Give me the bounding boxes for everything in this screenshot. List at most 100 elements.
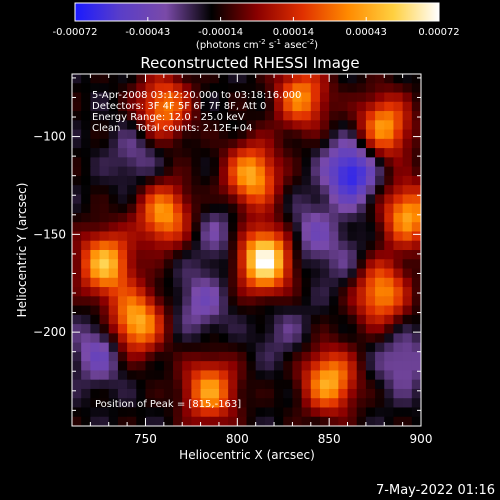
heatmap-cell — [99, 398, 110, 409]
heatmap-cell — [384, 250, 395, 260]
heatmap-cell — [255, 287, 266, 297]
heatmap-cell — [200, 333, 211, 344]
heatmap-cell — [209, 120, 220, 131]
heatmap-cell — [191, 351, 202, 362]
heatmap-cell — [402, 231, 413, 242]
heatmap-cell — [264, 407, 275, 418]
heatmap-cell — [163, 111, 174, 121]
heatmap-cell — [182, 83, 192, 94]
heatmap-cell — [99, 194, 110, 205]
heatmap-cell — [182, 212, 192, 223]
heatmap-cell — [264, 138, 275, 149]
heatmap-cell — [72, 342, 82, 353]
heatmap-cell — [136, 379, 147, 390]
heatmap-cell — [90, 111, 101, 121]
heatmap-cell — [356, 138, 367, 149]
heatmap-cell — [209, 240, 220, 251]
heatmap-cell — [411, 370, 421, 381]
heatmap-cell — [72, 129, 82, 140]
heatmap-cell — [338, 416, 349, 426]
heatmap-cell — [274, 138, 284, 149]
heatmap-cell — [393, 92, 404, 103]
heatmap-cell — [347, 83, 358, 94]
heatmap-cell — [393, 222, 404, 233]
heatmap-cell — [99, 250, 110, 260]
heatmap-cell — [127, 268, 137, 279]
heatmap-cell — [81, 222, 91, 233]
heatmap-cell — [283, 333, 294, 344]
heatmap-cell — [154, 175, 165, 186]
heatmap-cell — [365, 287, 376, 297]
heatmap-cell — [384, 305, 395, 316]
heatmap-cell — [218, 268, 229, 279]
heatmap-cell — [90, 194, 101, 205]
heatmap-cell — [310, 92, 321, 103]
heatmap-cell — [301, 212, 312, 223]
heatmap-cell — [375, 314, 385, 325]
heatmap-cell — [329, 129, 339, 140]
heatmap-cell — [310, 175, 321, 186]
heatmap-cell — [237, 240, 248, 251]
heatmap-cell — [218, 194, 229, 205]
heatmap-cell — [283, 111, 294, 121]
heatmap-cell — [411, 111, 421, 121]
heatmap-cell — [255, 268, 266, 279]
heatmap-cell — [117, 268, 128, 279]
heatmap-cell — [108, 398, 119, 409]
heatmap-cell — [145, 351, 156, 362]
heatmap-cell — [182, 175, 192, 186]
heatmap-cell — [191, 240, 202, 251]
heatmap-cell — [136, 111, 147, 121]
heatmap-cell — [375, 370, 385, 381]
heatmap-cell — [411, 222, 421, 233]
heatmap-cell — [200, 101, 211, 112]
heatmap-cell — [274, 324, 284, 334]
heatmap-cell — [99, 231, 110, 242]
heatmap-cell — [402, 287, 413, 297]
heatmap-cell — [145, 166, 156, 177]
heatmap-cell — [402, 83, 413, 94]
heatmap-cell — [72, 83, 82, 94]
heatmap-cell — [301, 370, 312, 381]
heatmap-cell — [127, 194, 137, 205]
heatmap-cell — [393, 138, 404, 149]
heatmap-cell — [393, 305, 404, 316]
heatmap-cell — [402, 324, 413, 334]
heatmap-cell — [117, 203, 128, 214]
heatmap-cell — [329, 287, 339, 297]
heatmap-cell — [365, 388, 376, 399]
heatmap-cell — [347, 342, 358, 353]
heatmap-cell — [117, 138, 128, 149]
heatmap-cell — [347, 305, 358, 316]
heatmap-cell — [274, 120, 284, 131]
heatmap-cell — [246, 388, 257, 399]
heatmap-cell — [209, 148, 220, 158]
heatmap-cell — [384, 259, 395, 270]
heatmap-cell — [365, 351, 376, 362]
heatmap-cell — [255, 351, 266, 362]
heatmap-cell — [99, 203, 110, 214]
heatmap-cell — [127, 92, 137, 103]
heatmap-cell — [365, 259, 376, 270]
heatmap-cell — [173, 74, 183, 84]
heatmap-cell — [283, 342, 294, 353]
heatmap-cell — [319, 148, 330, 158]
heatmap-cell — [154, 120, 165, 131]
heatmap-cell — [402, 268, 413, 279]
heatmap-cell — [99, 333, 110, 344]
heatmap-cell — [81, 379, 91, 390]
heatmap-cell — [283, 314, 294, 325]
heatmap-cell — [228, 175, 238, 186]
heatmap-cell — [99, 92, 110, 103]
heatmap-cell — [218, 388, 229, 399]
heatmap-cell — [209, 74, 220, 84]
heatmap-cell — [191, 277, 202, 288]
heatmap-cell — [283, 83, 294, 94]
heatmap-cell — [329, 250, 339, 260]
heatmap-cell — [365, 101, 376, 112]
heatmap-cell — [375, 212, 385, 223]
heatmap-cell — [154, 231, 165, 242]
heatmap-cell — [182, 222, 192, 233]
heatmap-cell — [163, 324, 174, 334]
heatmap-cell — [356, 101, 367, 112]
